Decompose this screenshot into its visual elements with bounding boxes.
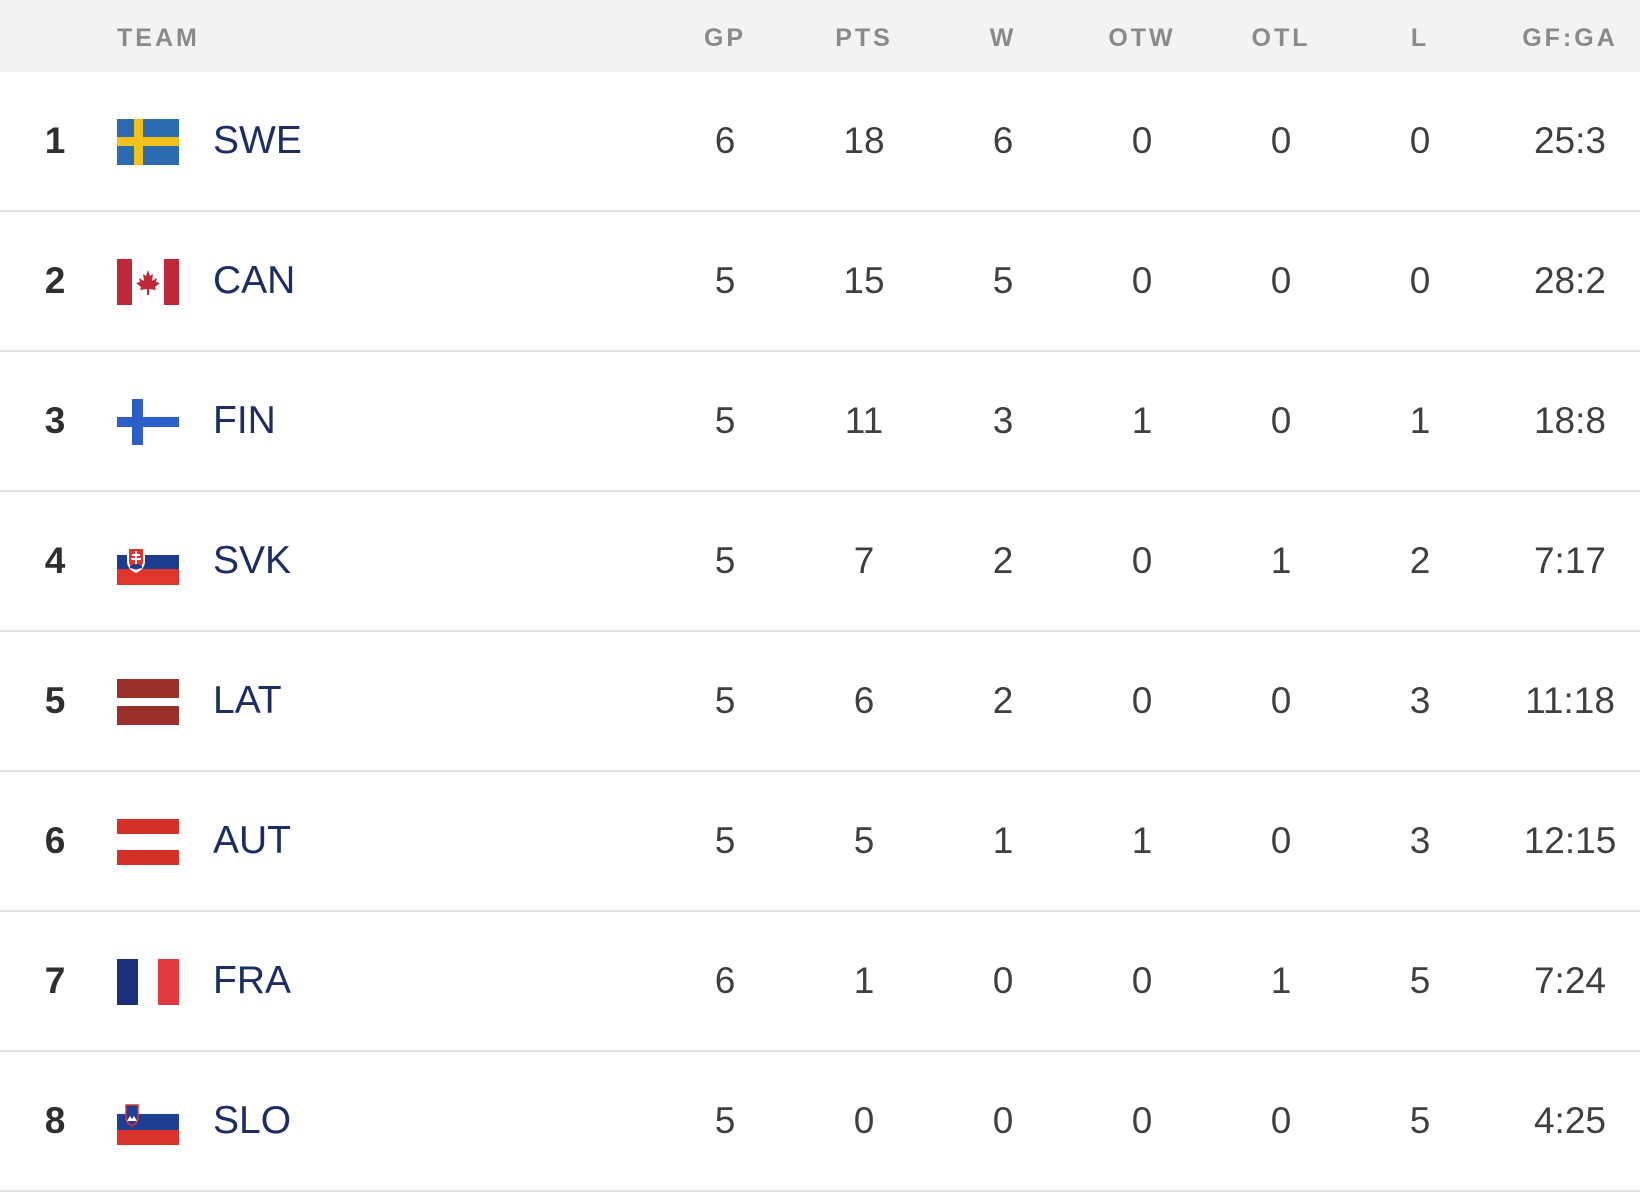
slovakia-flag-icon <box>117 539 179 585</box>
canada-flag-icon <box>117 259 179 305</box>
l-value: 5 <box>1409 1100 1431 1141</box>
otw-value: 0 <box>1131 960 1153 1001</box>
otl-value: 0 <box>1270 120 1292 161</box>
finland-flag-icon <box>117 399 179 445</box>
pts-value: 15 <box>843 260 885 301</box>
table-header: TEAM GP PTS W OTW OTL L GF:GA <box>0 0 1640 72</box>
table-row[interactable]: 3 FIN 5 11 3 1 0 1 18:8 <box>0 352 1640 492</box>
table-row[interactable]: 1 SWE 6 18 6 0 0 0 25:3 <box>0 72 1640 212</box>
otl-value: 0 <box>1270 260 1292 301</box>
w-value: 0 <box>992 1100 1014 1141</box>
gp-value: 5 <box>714 540 736 581</box>
team-name[interactable]: FRA <box>213 959 291 1002</box>
rank: 2 <box>44 260 66 301</box>
l-value: 3 <box>1409 820 1431 861</box>
header-pts: PTS <box>835 24 893 52</box>
w-value: 6 <box>992 120 1014 161</box>
otl-value: 0 <box>1270 1100 1292 1141</box>
l-value: 3 <box>1409 680 1431 721</box>
w-value: 5 <box>992 260 1014 301</box>
l-value: 1 <box>1409 400 1431 441</box>
otl-value: 0 <box>1270 680 1292 721</box>
latvia-flag-icon <box>117 679 179 725</box>
gfga-value: 11:18 <box>1525 680 1615 721</box>
otw-value: 0 <box>1131 540 1153 581</box>
gp-value: 6 <box>714 120 736 161</box>
team-name[interactable]: FIN <box>213 399 276 442</box>
header-team: TEAM <box>117 24 200 52</box>
france-flag-icon <box>117 959 179 1005</box>
rank: 8 <box>44 1100 66 1141</box>
rank: 4 <box>44 540 66 581</box>
header-w: W <box>989 24 1017 52</box>
pts-value: 7 <box>853 540 875 581</box>
otw-value: 0 <box>1131 1100 1153 1141</box>
slovenia-flag-icon <box>117 1099 179 1145</box>
otl-value: 1 <box>1270 960 1292 1001</box>
pts-value: 0 <box>853 1100 875 1141</box>
gfga-value: 12:15 <box>1523 820 1617 861</box>
rank: 1 <box>44 120 66 161</box>
team-name[interactable]: SLO <box>213 1099 292 1142</box>
gfga-value: 4:25 <box>1533 1100 1606 1141</box>
otw-value: 1 <box>1131 820 1153 861</box>
otw-value: 0 <box>1131 260 1153 301</box>
pts-value: 1 <box>853 960 875 1001</box>
team-name[interactable]: CAN <box>213 259 296 302</box>
otl-value: 0 <box>1270 400 1292 441</box>
header-otl: OTL <box>1251 24 1311 52</box>
table-row[interactable]: 8 SLO 5 0 0 0 0 5 4:25 <box>0 1052 1640 1192</box>
l-value: 0 <box>1409 120 1431 161</box>
gp-value: 5 <box>714 1100 736 1141</box>
otw-value: 0 <box>1131 120 1153 161</box>
l-value: 0 <box>1409 260 1431 301</box>
table-row[interactable]: 6 AUT 5 5 1 1 0 3 12:15 <box>0 772 1640 912</box>
pts-value: 6 <box>853 680 875 721</box>
table-row[interactable]: 7 FRA 6 1 0 0 1 5 7:24 <box>0 912 1640 1052</box>
sweden-flag-icon <box>117 119 179 165</box>
table-row[interactable]: 5 LAT 5 6 2 0 0 3 11:18 <box>0 632 1640 772</box>
header-otw: OTW <box>1108 24 1176 52</box>
team-name[interactable]: SWE <box>213 119 302 162</box>
gfga-value: 28:2 <box>1533 260 1606 301</box>
header-l: L <box>1410 24 1430 52</box>
gfga-value: 25:3 <box>1533 120 1606 161</box>
gp-value: 5 <box>714 260 736 301</box>
w-value: 2 <box>992 540 1014 581</box>
team-name[interactable]: AUT <box>213 819 291 862</box>
w-value: 3 <box>992 400 1014 441</box>
austria-flag-icon <box>117 819 179 865</box>
header-gp: GP <box>703 24 747 52</box>
rank: 7 <box>44 960 66 1001</box>
otl-value: 0 <box>1270 820 1292 861</box>
gfga-value: 7:17 <box>1533 540 1606 581</box>
table-row[interactable]: 4 SVK 5 7 2 0 1 2 7:17 <box>0 492 1640 632</box>
gfga-value: 18:8 <box>1533 400 1606 441</box>
gp-value: 6 <box>714 960 736 1001</box>
team-name[interactable]: LAT <box>213 679 282 722</box>
l-value: 2 <box>1409 540 1431 581</box>
otl-value: 1 <box>1270 540 1292 581</box>
otw-value: 1 <box>1131 400 1153 441</box>
otw-value: 0 <box>1131 680 1153 721</box>
rank: 3 <box>44 400 66 441</box>
gp-value: 5 <box>714 680 736 721</box>
pts-value: 5 <box>853 820 875 861</box>
l-value: 5 <box>1409 960 1431 1001</box>
rank: 5 <box>44 680 66 721</box>
w-value: 2 <box>992 680 1014 721</box>
team-name[interactable]: SVK <box>213 539 292 582</box>
header-gfga: GF:GA <box>1522 24 1618 52</box>
rank: 6 <box>44 820 66 861</box>
pts-value: 18 <box>843 120 885 161</box>
table-row[interactable]: 2 CAN 5 15 5 0 0 0 28:2 <box>0 212 1640 352</box>
pts-value: 11 <box>844 400 884 441</box>
gp-value: 5 <box>714 400 736 441</box>
w-value: 1 <box>992 820 1014 861</box>
w-value: 0 <box>992 960 1014 1001</box>
gfga-value: 7:24 <box>1533 960 1606 1001</box>
gp-value: 5 <box>714 820 736 861</box>
